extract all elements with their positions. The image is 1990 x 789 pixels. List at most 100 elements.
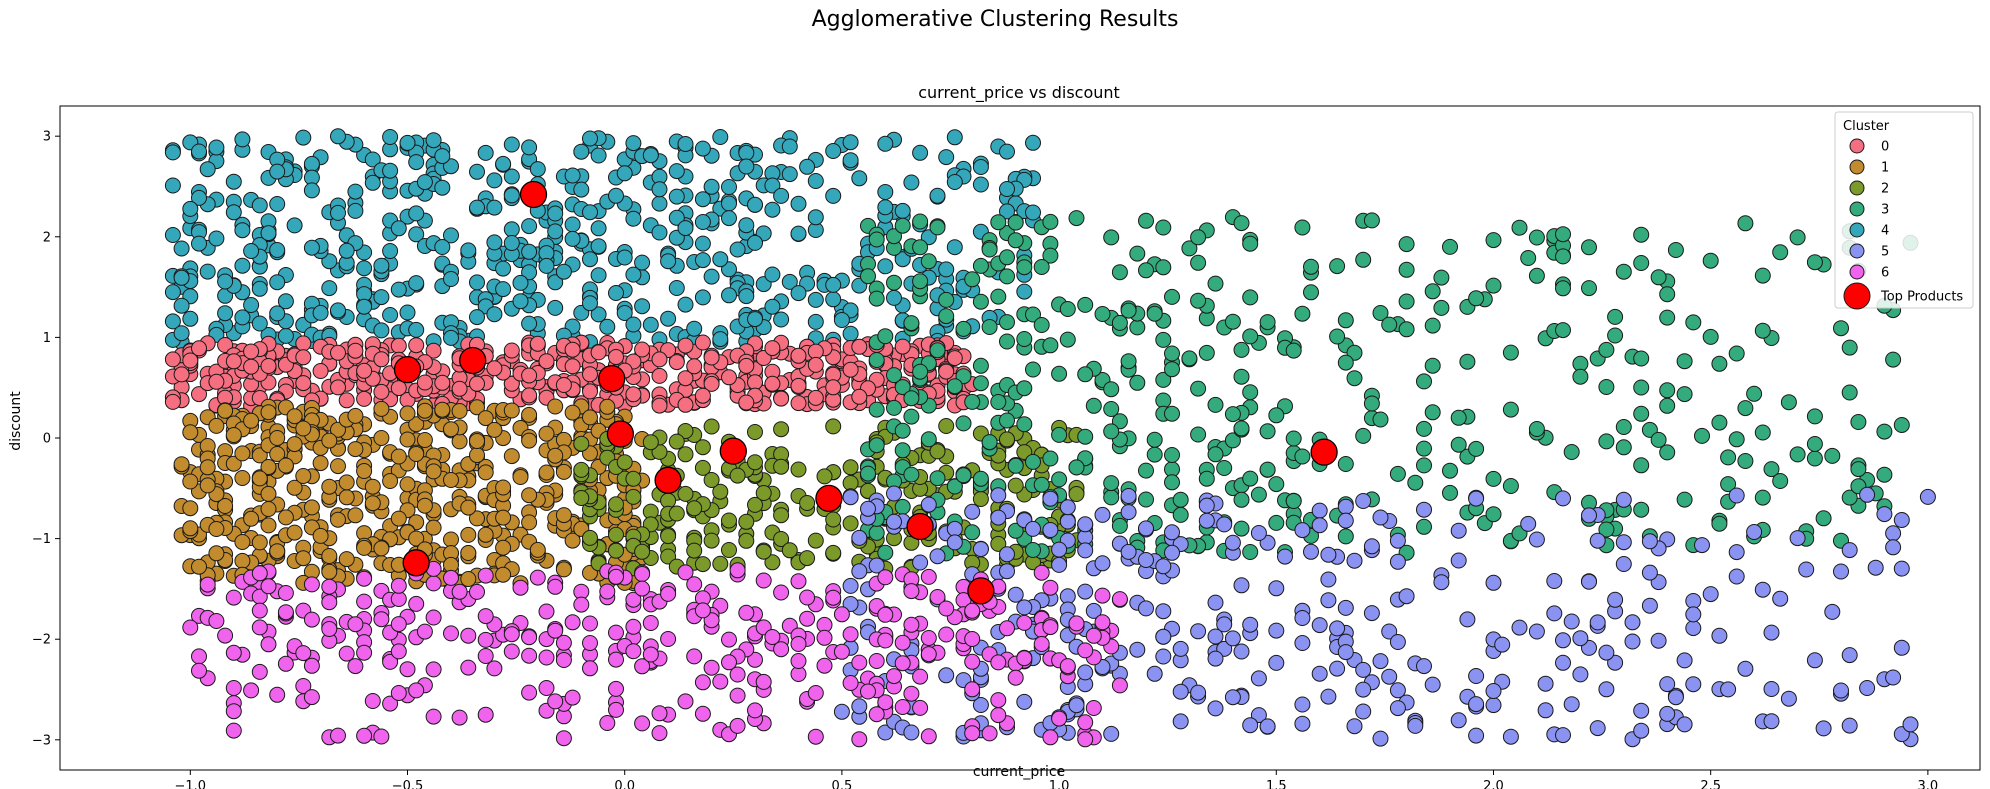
point [538, 464, 555, 481]
point [1659, 286, 1676, 303]
point [225, 455, 242, 472]
point [634, 580, 651, 597]
point [512, 274, 529, 291]
point [277, 604, 294, 621]
x-tick-label: 0.0 [614, 779, 635, 789]
point [1138, 462, 1154, 479]
point [564, 689, 581, 706]
point [1442, 484, 1458, 501]
point [1641, 533, 1658, 550]
point [1164, 474, 1180, 491]
legend-label: 5 [1881, 245, 1889, 260]
point [477, 608, 494, 625]
point [877, 258, 894, 275]
point [625, 470, 642, 487]
point [208, 139, 225, 156]
point [486, 199, 503, 216]
point [1711, 515, 1728, 532]
point [312, 527, 329, 544]
point [877, 724, 894, 741]
point [799, 550, 816, 567]
point [1077, 583, 1094, 600]
point [1242, 544, 1259, 560]
point [573, 490, 590, 506]
point [303, 182, 320, 199]
point [1294, 610, 1311, 626]
point [886, 668, 902, 685]
point [1242, 289, 1259, 306]
point [1815, 510, 1832, 527]
point [929, 470, 946, 487]
point [538, 353, 555, 370]
point [790, 461, 807, 478]
point [1885, 669, 1902, 686]
point [686, 500, 703, 517]
point [1381, 623, 1398, 640]
point [477, 526, 494, 543]
point [1138, 600, 1154, 617]
point [868, 231, 885, 248]
point [1259, 718, 1276, 735]
point [1711, 355, 1728, 372]
point [616, 305, 633, 321]
point [1555, 322, 1571, 339]
point [503, 221, 520, 238]
point [321, 621, 338, 637]
point [321, 594, 338, 611]
point [1016, 259, 1033, 276]
point [434, 401, 451, 418]
point [521, 139, 538, 156]
point [972, 357, 989, 374]
point [1155, 648, 1172, 665]
point [1650, 431, 1667, 448]
legend-entry-5: 5 [1849, 243, 1889, 260]
legend-entry-2: 2 [1849, 180, 1889, 197]
point [390, 337, 407, 354]
point [547, 693, 564, 710]
point [1077, 542, 1094, 559]
point [825, 418, 842, 435]
top-product-point [606, 420, 635, 448]
point [807, 356, 824, 373]
point [164, 393, 181, 410]
point [660, 253, 677, 270]
y-tick-label: 3 [43, 130, 51, 145]
point [1198, 497, 1215, 514]
point [1780, 690, 1797, 707]
point [1320, 571, 1337, 588]
point [390, 685, 407, 701]
point [1016, 380, 1033, 397]
point [495, 260, 512, 277]
point [868, 401, 885, 418]
point [1772, 473, 1789, 489]
point [946, 520, 963, 537]
point [816, 629, 833, 646]
point [234, 534, 251, 550]
point [1059, 658, 1076, 675]
point [390, 281, 407, 298]
point [1555, 226, 1571, 243]
point [1442, 462, 1458, 479]
point [1016, 614, 1033, 631]
point [243, 682, 260, 699]
point [469, 399, 485, 416]
point [521, 629, 538, 646]
point [1172, 506, 1189, 523]
point [790, 225, 807, 242]
point [1806, 652, 1823, 669]
point [1615, 439, 1632, 456]
point [920, 253, 937, 270]
point [1164, 288, 1180, 305]
point [164, 177, 181, 194]
point [1068, 459, 1085, 476]
point [851, 698, 868, 715]
legend-entry-3: 3 [1849, 201, 1889, 218]
point [1555, 490, 1571, 507]
point [1294, 635, 1311, 651]
point [260, 636, 277, 653]
point [477, 464, 494, 481]
point [1780, 394, 1797, 411]
point [1059, 513, 1076, 530]
point [399, 304, 416, 321]
point [382, 695, 399, 712]
